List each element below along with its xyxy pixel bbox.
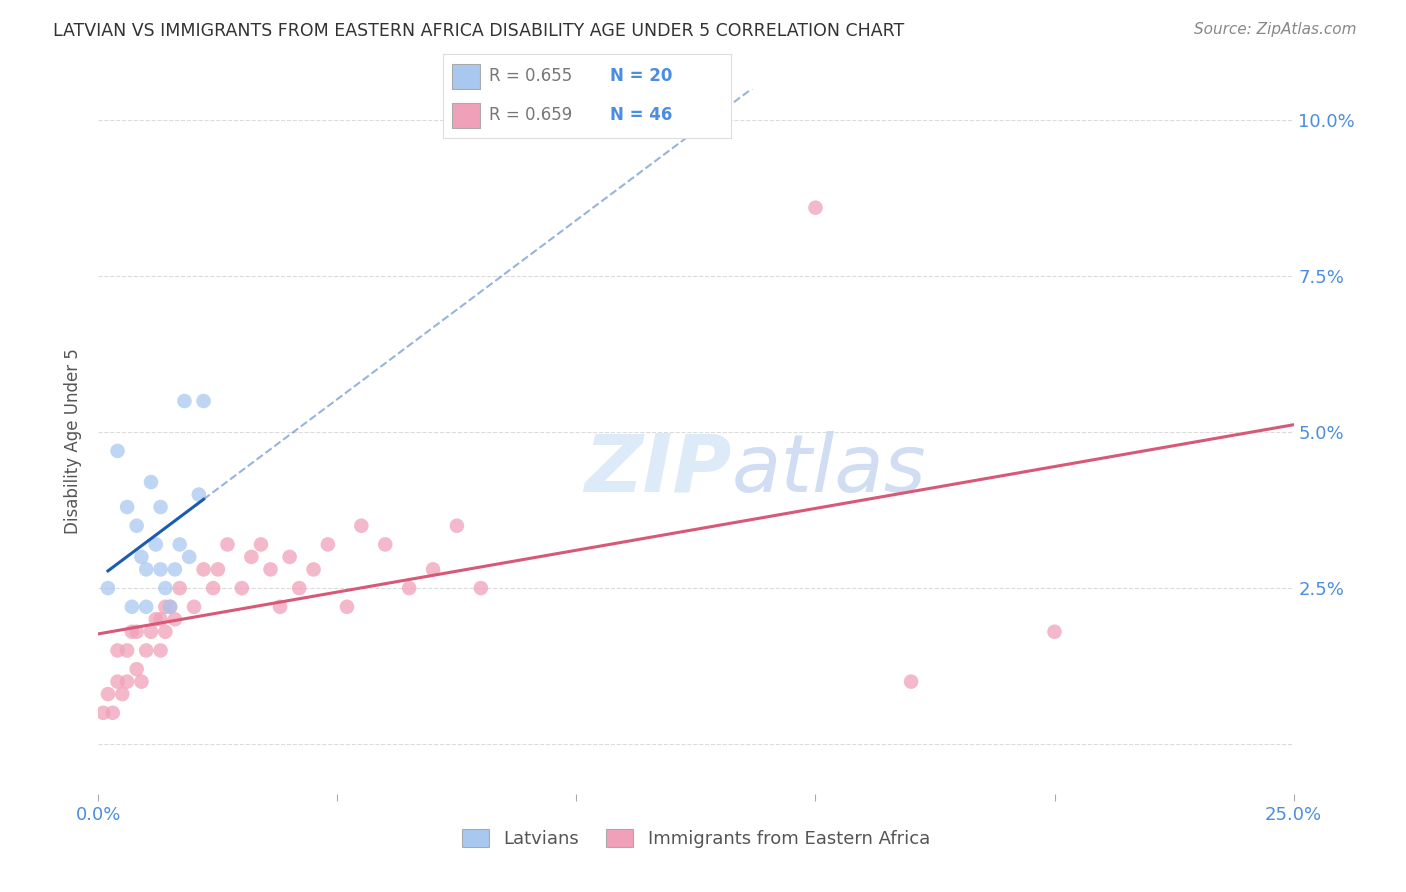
Point: [135, 562, 157, 576]
Point: [97, 581, 120, 595]
Point: [131, 549, 153, 564]
Point: [139, 624, 162, 639]
Point: [269, 599, 291, 614]
Point: [111, 687, 134, 701]
Point: [900, 674, 922, 689]
Point: [173, 394, 195, 409]
Legend: Latvians, Immigrants from Eastern Africa: Latvians, Immigrants from Eastern Africa: [454, 822, 938, 855]
FancyBboxPatch shape: [451, 63, 481, 89]
Point: [193, 562, 215, 576]
Point: [107, 643, 129, 657]
Text: atlas: atlas: [733, 431, 927, 508]
Point: [101, 706, 124, 720]
Point: [422, 562, 444, 576]
Point: [250, 537, 273, 551]
Point: [97, 687, 120, 701]
Point: [169, 581, 191, 595]
Text: R = 0.655: R = 0.655: [489, 68, 572, 86]
Point: [336, 599, 359, 614]
Point: [155, 599, 177, 614]
Point: [135, 599, 157, 614]
Y-axis label: Disability Age Under 5: Disability Age Under 5: [65, 349, 83, 534]
Point: [240, 549, 263, 564]
Point: [207, 562, 229, 576]
Text: Source: ZipAtlas.com: Source: ZipAtlas.com: [1194, 22, 1357, 37]
Point: [125, 624, 148, 639]
Point: [125, 518, 148, 533]
Point: [804, 201, 827, 215]
Point: [169, 537, 191, 551]
Point: [155, 581, 177, 595]
Point: [470, 581, 492, 595]
Point: [107, 443, 129, 458]
Point: [202, 581, 225, 595]
Point: [145, 537, 167, 551]
Text: N = 46: N = 46: [610, 106, 672, 124]
Point: [193, 394, 215, 409]
Point: [231, 581, 253, 595]
Point: [259, 562, 281, 576]
Point: [398, 581, 420, 595]
Point: [187, 487, 209, 501]
Point: [131, 674, 153, 689]
Point: [288, 581, 311, 595]
Point: [115, 643, 138, 657]
Point: [374, 537, 396, 551]
Point: [163, 612, 186, 626]
Point: [125, 662, 148, 676]
Point: [91, 706, 114, 720]
Point: [350, 518, 373, 533]
Point: [155, 624, 177, 639]
Point: [149, 562, 172, 576]
Point: [183, 599, 205, 614]
Point: [179, 549, 201, 564]
Point: [316, 537, 339, 551]
Point: [446, 518, 468, 533]
Point: [145, 612, 167, 626]
Point: [149, 612, 172, 626]
Point: [121, 599, 143, 614]
Point: [163, 562, 186, 576]
Point: [302, 562, 325, 576]
Point: [135, 643, 157, 657]
Text: R = 0.659: R = 0.659: [489, 106, 572, 124]
Point: [107, 674, 129, 689]
Point: [121, 624, 143, 639]
Point: [1043, 624, 1066, 639]
Point: [149, 643, 172, 657]
Point: [159, 599, 181, 614]
Point: [115, 500, 138, 514]
Point: [159, 599, 181, 614]
Point: [115, 674, 138, 689]
Point: [278, 549, 301, 564]
FancyBboxPatch shape: [451, 103, 481, 128]
Text: ZIP: ZIP: [585, 431, 733, 508]
Point: [149, 500, 172, 514]
Point: [139, 475, 162, 489]
Text: N = 20: N = 20: [610, 68, 672, 86]
Point: [217, 537, 239, 551]
Text: LATVIAN VS IMMIGRANTS FROM EASTERN AFRICA DISABILITY AGE UNDER 5 CORRELATION CHA: LATVIAN VS IMMIGRANTS FROM EASTERN AFRIC…: [53, 22, 904, 40]
